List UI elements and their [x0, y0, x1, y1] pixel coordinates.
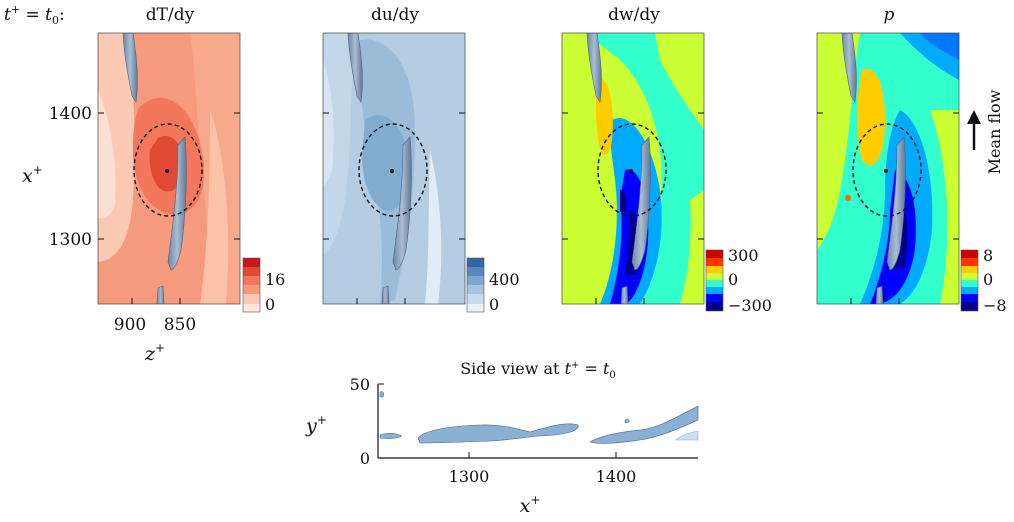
time-header: t+ = t0:	[4, 3, 65, 27]
side-y-axis-label: y+	[305, 413, 327, 437]
colorbar-dudy: 400 0	[466, 257, 520, 314]
cbar-label-0: 0	[489, 295, 499, 314]
contour-field-p	[817, 33, 959, 304]
x-tick-1400: 1400	[49, 104, 92, 124]
contour-field-dwdy	[562, 33, 704, 304]
panel-dTdy: dT/dy 1400 1300 x+ 900 850 z+	[22, 5, 285, 365]
z-tick-850: 850	[164, 315, 196, 335]
panel-dudy: du/dy 400 0	[322, 5, 520, 314]
cbar-label-minus-300: −300	[728, 296, 772, 315]
mean-flow-indicator: Mean flow	[967, 89, 1004, 174]
side-y-tick-0: 0	[360, 449, 370, 468]
side-view-isosurfaces	[379, 391, 699, 444]
side-view: Side view at t+ = t0 50 0 1300 1400 y+ x…	[305, 359, 699, 517]
panel-title-p: p	[884, 5, 895, 25]
side-y-tick-50: 50	[350, 375, 370, 394]
side-x-axis-label: x+	[520, 493, 541, 517]
cbar-label-0: 0	[728, 270, 738, 289]
cbar-label-300: 300	[728, 246, 759, 265]
panel-title-dTdy: dT/dy	[146, 5, 195, 25]
contour-field-dTdy	[98, 33, 240, 304]
panel-title-dwdy: dw/dy	[608, 5, 660, 25]
panel-dwdy: dw/dy	[561, 5, 772, 315]
colorbar-p: 8 0 −8	[960, 246, 1007, 315]
mean-flow-label: Mean flow	[985, 89, 1004, 174]
contour-field-dudy	[323, 33, 465, 304]
panel-p: p	[816, 5, 1007, 315]
cbar-label-400: 400	[489, 270, 520, 289]
side-x-tick-1300: 1300	[449, 467, 490, 486]
cbar-label-0: 0	[983, 270, 993, 289]
x-axis-label: x+	[22, 163, 43, 187]
cbar-label-minus-8: −8	[983, 296, 1007, 315]
z-axis-label: z+	[144, 341, 165, 365]
colorbar-dTdy: 16 0	[242, 257, 285, 314]
panel-title-dudy: du/dy	[371, 5, 419, 25]
side-view-title: Side view at t+ = t0	[460, 359, 616, 381]
colorbar-dwdy: 300 0 −300	[705, 246, 772, 315]
cbar-label-0: 0	[265, 295, 275, 314]
cbar-label-16: 16	[265, 270, 285, 289]
cbar-label-8: 8	[983, 246, 993, 265]
z-tick-900: 900	[114, 315, 146, 335]
svg-text:t+ = t0:: t+ = t0:	[4, 3, 65, 27]
x-tick-1300: 1300	[49, 230, 92, 250]
side-x-tick-1400: 1400	[596, 467, 637, 486]
